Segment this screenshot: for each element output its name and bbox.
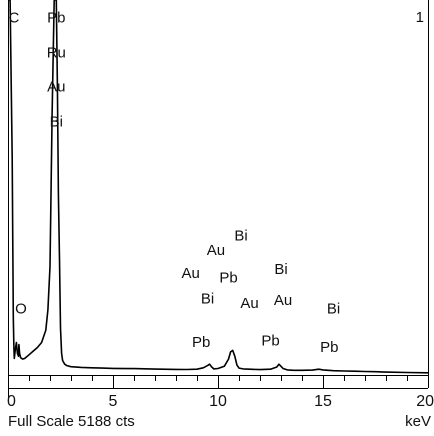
x-tick-label: 5 <box>109 393 118 410</box>
peak-label: Bi <box>327 301 340 318</box>
peak-label: Bi <box>201 290 214 307</box>
x-tick-label: 0 <box>7 393 16 410</box>
peak-label: Au <box>240 295 258 312</box>
peak-label: Pb <box>47 9 65 26</box>
x-unit-label: keV <box>405 413 431 430</box>
peak-label: Au <box>274 292 292 309</box>
peak-label: Pb <box>192 334 210 351</box>
peak-label: Au <box>182 265 200 282</box>
x-tick-label: 20 <box>416 393 434 410</box>
x-tick-label: 15 <box>314 393 332 410</box>
peak-label: Au <box>47 79 65 96</box>
spectrum-line <box>8 0 429 374</box>
spectrum-series <box>8 0 429 374</box>
peak-label: Ru <box>47 45 66 62</box>
full-scale-label: Full Scale 5188 cts <box>8 413 135 430</box>
peak-label: Pb <box>219 269 237 286</box>
peak-label: Pb <box>261 332 279 349</box>
corner-label: 1 <box>416 9 424 26</box>
peak-label: C <box>8 9 19 26</box>
peak-label: Bi <box>50 113 63 130</box>
x-tick-label: 10 <box>209 393 227 410</box>
plot-area <box>8 0 428 374</box>
peak-label: O <box>15 301 27 318</box>
peak-label: Bi <box>234 228 247 245</box>
x-axis-ticks: 0 5 10 15 20 <box>7 375 434 410</box>
peak-label: Pb <box>320 339 338 356</box>
peak-label: Au <box>207 242 225 259</box>
peak-label: Bi <box>274 261 287 278</box>
